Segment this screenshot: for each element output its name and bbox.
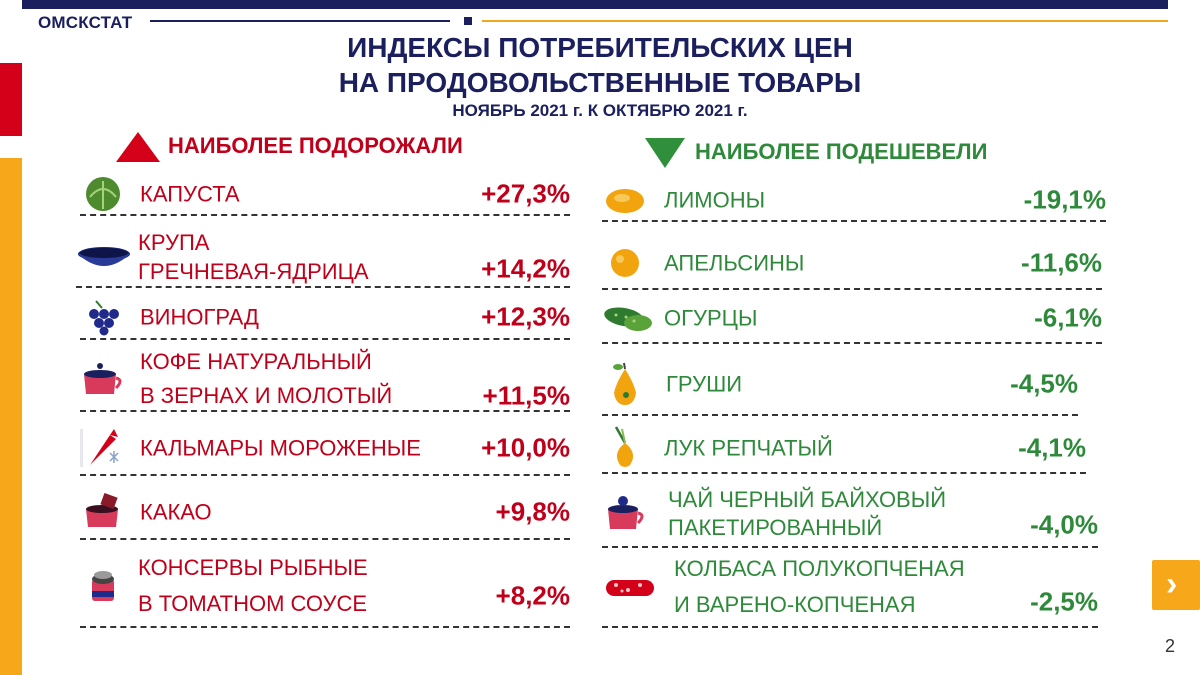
row-divider: [76, 286, 570, 288]
list-item: ЛИМОНЫ -19,1%: [602, 178, 1106, 222]
list-item: КОНСЕРВЫ РЫБНЫЕ В ТОМАТНОМ СОУСЕ +8,2%: [80, 544, 570, 628]
row-divider: [80, 338, 570, 340]
page-number: 2: [1165, 636, 1176, 656]
list-item: КРУПА ГРЕЧНЕВАЯ-ЯДРИЦА +14,2%: [76, 226, 570, 288]
page-title: ИНДЕКСЫ ПОТРЕБИТЕЛЬСКИХ ЦЕН НА ПРОДОВОЛЬ…: [0, 30, 1200, 100]
header-square: [464, 17, 472, 25]
item-value: +9,8%: [495, 496, 570, 527]
row-divider: [80, 410, 570, 412]
side-accent-red: [0, 63, 22, 136]
row-divider: [80, 214, 570, 216]
top-bar: [22, 0, 1168, 9]
section-heading-up-label: НАИБОЛЕЕ ПОДОРОЖАЛИ: [168, 132, 463, 158]
item-value: -4,0%: [1030, 509, 1098, 540]
page-subtitle: НОЯБРЬ 2021 г. К ОКТЯБРЮ 2021 г.: [452, 101, 748, 120]
row-divider: [80, 538, 570, 540]
item-value: +10,0%: [481, 432, 570, 463]
row-divider: [602, 220, 1106, 222]
row-divider: [602, 414, 1078, 416]
header-rule-blue: [150, 20, 450, 22]
list-item: ГРУШИ -4,5%: [602, 352, 1078, 416]
item-label: КАКАО: [140, 499, 212, 525]
row-divider: [602, 288, 1102, 290]
item-label: ВИНОГРАД: [140, 304, 259, 330]
item-value: -2,5%: [1030, 586, 1098, 617]
next-slide-button[interactable]: ›: [1152, 560, 1200, 610]
title-line-2: НА ПРОДОВОЛЬСТВЕННЫЕ ТОВАРЫ: [338, 67, 862, 98]
item-label: КРУПА ГРЕЧНЕВАЯ-ЯДРИЦА: [138, 230, 369, 284]
row-divider: [80, 626, 570, 628]
item-value: +11,5%: [482, 380, 570, 410]
chevron-right-icon: ›: [1166, 565, 1178, 603]
section-heading-up: НАИБОЛЕЕ ПОДОРОЖАЛИ: [116, 132, 463, 162]
list-item: КОЛБАСА ПОЛУКОПЧЕНАЯ И ВАРЕНО-КОПЧЕНАЯ -…: [602, 546, 1098, 628]
brand-name: ОМСКСТАТ: [38, 13, 133, 32]
section-heading-down-label: НАИБОЛЕЕ ПОДЕШЕВЕЛИ: [695, 138, 988, 164]
pear-icon: [613, 362, 636, 405]
lemon-icon: [606, 189, 644, 213]
row-divider: [80, 474, 570, 476]
cucumber-icon: [604, 307, 652, 331]
item-value: +27,3%: [481, 178, 570, 209]
item-value: -11,6%: [1021, 247, 1102, 278]
list-item: ЧАЙ ЧЕРНЫЙ БАЙХОВЫЙ ПАКЕТИРОВАННЫЙ -4,0%: [602, 480, 1098, 548]
cabbage-icon: [86, 177, 120, 211]
item-label: ЧАЙ ЧЕРНЫЙ БАЙХОВЫЙ ПАКЕТИРОВАННЫЙ: [668, 487, 947, 540]
onion-icon: [614, 426, 634, 467]
list-item: АПЕЛЬСИНЫ -11,6%: [602, 236, 1102, 290]
item-value: -19,1%: [1023, 184, 1106, 215]
item-label: ЛИМОНЫ: [664, 187, 766, 213]
orange-icon: [611, 249, 639, 277]
sausage-icon: [606, 580, 654, 596]
item-value: -4,5%: [1010, 368, 1078, 399]
list-item: КАПУСТА +27,3%: [80, 172, 570, 216]
title-line-1: ИНДЕКСЫ ПОТРЕБИТЕЛЬСКИХ ЦЕН: [347, 32, 853, 63]
item-label: КОФЕ НАТУРАЛЬНЫЙ В ЗЕРНАХ И МОЛОТЫЙ: [140, 349, 393, 408]
grapes-icon: [89, 300, 119, 336]
item-label: ГРУШИ: [666, 371, 743, 397]
triangle-down-icon: [645, 138, 685, 168]
item-label: КАПУСТА: [140, 181, 240, 207]
item-label: КОНСЕРВЫ РЫБНЫЕ В ТОМАТНОМ СОУСЕ: [138, 555, 368, 616]
item-value: +14,2%: [481, 253, 570, 284]
squid-icon: [80, 429, 119, 467]
side-accent-orange: [0, 158, 22, 675]
list-item: ОГУРЦЫ -6,1%: [602, 292, 1102, 344]
item-value: -6,1%: [1034, 302, 1102, 333]
item-value: +8,2%: [495, 580, 570, 611]
row-divider: [602, 342, 1102, 344]
tea-icon: [608, 496, 644, 529]
list-item: КАЛЬМАРЫ МОРОЖЕНЫЕ +10,0%: [80, 420, 570, 476]
item-label: КАЛЬМАРЫ МОРОЖЕНЫЕ: [140, 435, 421, 461]
item-label: ОГУРЦЫ: [664, 305, 758, 331]
item-value: +12,3%: [481, 301, 570, 332]
section-heading-down: НАИБОЛЕЕ ПОДЕШЕВЕЛИ: [645, 138, 987, 168]
list-item: ВИНОГРАД +12,3%: [80, 294, 570, 340]
bowl-icon: [78, 247, 130, 266]
coffee-icon: [84, 363, 122, 394]
list-item: ЛУК РЕПЧАТЫЙ -4,1%: [602, 422, 1086, 474]
can-icon: [92, 571, 114, 601]
item-label: АПЕЛЬСИНЫ: [664, 250, 805, 276]
list-item: КОФЕ НАТУРАЛЬНЫЙ В ЗЕРНАХ И МОЛОТЫЙ +11,…: [80, 346, 570, 412]
row-divider: [602, 546, 1098, 548]
row-divider: [602, 626, 1098, 628]
header-rule-gold: [482, 20, 1168, 22]
cocoa-icon: [86, 493, 118, 527]
item-label: ЛУК РЕПЧАТЫЙ: [664, 435, 833, 461]
item-value: -4,1%: [1018, 432, 1086, 463]
list-item: КАКАО +9,8%: [80, 484, 570, 540]
item-label: КОЛБАСА ПОЛУКОПЧЕНАЯ И ВАРЕНО-КОПЧЕНАЯ: [674, 556, 965, 617]
triangle-up-icon: [116, 132, 160, 162]
row-divider: [602, 472, 1086, 474]
